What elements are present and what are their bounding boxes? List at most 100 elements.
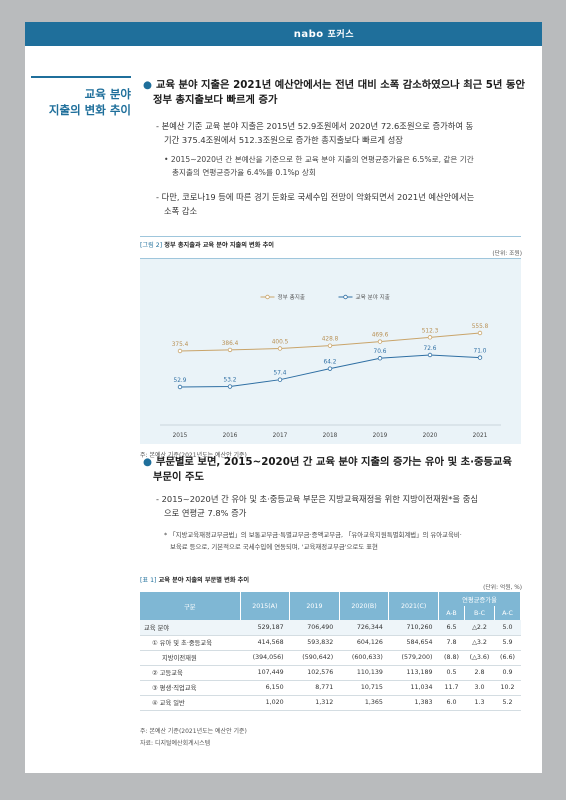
- table-subheader-bc: B-C: [464, 606, 495, 620]
- data-label-education: 57.4: [274, 371, 287, 377]
- table1-note: 주: 본예산 기준(2021년도는 예산안 기준): [140, 728, 247, 735]
- data-label-education: 53.2: [224, 378, 237, 384]
- section2-footnote: * 「지방교육재정교부금법」의 보통교부금·특별교부금·증액교부금, 「유아교육…: [164, 529, 528, 553]
- x-tick-label: 2019: [373, 433, 388, 439]
- table-cell: 107,449: [240, 665, 290, 681]
- table-row: ④ 교육 일반 1,020 1,312 1,365 1,383 6.0 1.3 5.2: [140, 695, 521, 711]
- table1-caption: [표 1] 교육 분야 지출의 부문별 변화 추이: [140, 575, 249, 584]
- table-cell: △3.2: [464, 635, 495, 651]
- table-cell: ③ 평생·직업교육: [140, 680, 240, 696]
- table-cell: 113,189: [388, 665, 439, 681]
- table-cell: 706,490: [289, 620, 340, 636]
- data-label-education: 70.6: [374, 349, 387, 355]
- table-row: 교육 분야 529,187 706,490 726,344 710,260 6.5 △2.2…: [140, 620, 521, 636]
- table1-unit: (단위: 억원, %): [483, 585, 522, 591]
- logo-text: nabo: [293, 29, 324, 40]
- table-subheader-ac: A-C: [494, 606, 521, 620]
- figure2-unit: (단위: 조원): [492, 251, 522, 257]
- data-label-education: 52.9: [174, 378, 187, 384]
- data-label-total: 469.6: [372, 333, 389, 339]
- section2-heading-line1: 부문별로 보면, 2015~2020년 간 교육 분야 지출의 증가는 유아 및…: [156, 456, 512, 468]
- table-cell: 6.5: [438, 620, 465, 636]
- table-cell: 10,715: [339, 680, 389, 696]
- table-cell: 6.0: [438, 695, 465, 711]
- section2-p1-line1: - 2015~2020년 간 유아 및 초·중등교육 부문은 지방교육재정을 위…: [156, 494, 478, 504]
- table-cell: (579,200): [388, 650, 439, 666]
- table-cell: 1.3: [464, 695, 495, 711]
- x-tick-label: 2021: [473, 433, 488, 439]
- table-cell: 604,126: [339, 635, 389, 651]
- bullet-dot-icon: ●: [143, 456, 152, 468]
- data-point-education: [427, 352, 433, 358]
- section1-heading: ● 교육 분야 지출은 2021년 예산안에서는 전년 대비 소폭 감소하였으나 …: [143, 78, 527, 108]
- data-label-education: 71.0: [474, 349, 487, 355]
- table-cell: 593,832: [289, 635, 340, 651]
- table-header-growth: 연평균증가율: [438, 592, 521, 606]
- table-cell: 교육 분야: [140, 620, 240, 636]
- section1-p2-line2: 소폭 감소: [164, 206, 198, 216]
- data-point-total: [477, 330, 483, 336]
- data-label-total: 386.4: [222, 341, 239, 347]
- data-label-total: 375.4: [172, 342, 189, 348]
- table-cell: 10.2: [494, 680, 521, 696]
- table-cell: 414,568: [240, 635, 290, 651]
- data-table: 구분 2015(A) 2019 2020(B) 2021(C) 연평균증가율 A…: [140, 592, 521, 711]
- table-cell: 2.8: [464, 665, 495, 681]
- data-point-total: [177, 348, 183, 354]
- table-header-2015: 2015(A): [240, 592, 291, 620]
- figure2-title: 정부 총지출과 교육 분야 지출의 변화 추이: [164, 242, 274, 249]
- section2-paragraph1: - 2015~2020년 간 유아 및 초·중등교육 부문은 지방교육재정을 위…: [156, 492, 528, 520]
- table-row: ① 유아 및 초·중등교육 414,568 593,832 604,126 584,65…: [140, 635, 521, 651]
- table-row: ② 고등교육 107,449 102,576 110,139 113,189 0.5 2.8…: [140, 665, 521, 681]
- section2-heading-line2: 부문이 주도: [153, 471, 204, 483]
- table-cell: (8.8): [438, 650, 465, 666]
- figure2-note: 주: 본예산 기준(2021년도는 예산안 기준): [140, 452, 247, 459]
- header-tag: 포커스: [327, 30, 354, 40]
- section1-sub-line2: 총지출의 연평균증가율 6.4%를 0.1%p 상회: [172, 168, 316, 177]
- data-label-total: 555.8: [472, 324, 489, 330]
- table-cell: 726,344: [339, 620, 389, 636]
- section-title: 교육 분야 지출의 변화 추이: [31, 86, 131, 118]
- data-label-total: 400.5: [272, 339, 289, 345]
- chart-svg: 정부 총지출 교육 분야 지출 375.4 386.4 400.5 428.8 469.6 5…: [160, 293, 501, 439]
- data-label-total: 428.8: [322, 337, 339, 343]
- data-label-education: 64.2: [324, 360, 337, 366]
- section1-subpoint: • 2015~2020년 간 본예산을 기준으로 한 교육 분야 지출의 연평균…: [164, 153, 528, 179]
- data-point-total: [377, 339, 383, 344]
- section1-p2-line1: - 다만, 코로나19 등에 따른 경기 둔화로 국세수입 전망이 악화되면서 …: [156, 192, 475, 202]
- table-cell: (394,056): [240, 650, 290, 666]
- table1-title: 교육 분야 지출의 부문별 변화 추이: [158, 577, 250, 584]
- logo: nabo 포커스: [294, 27, 354, 40]
- table-cell: 1,312: [289, 695, 340, 711]
- table-header-category: 구분: [140, 592, 241, 620]
- data-label-education: 72.6: [424, 346, 437, 352]
- legend-marker-education: [343, 294, 348, 300]
- table-cell: 1,383: [388, 695, 439, 711]
- data-point-education: [377, 356, 383, 361]
- x-tick-label: 2020: [423, 433, 438, 439]
- section1-paragraph1: - 본예산 기준 교육 분야 지출은 2015년 52.9조원에서 2020년 …: [156, 119, 528, 147]
- table-header-2019: 2019: [289, 592, 340, 620]
- table1-label: [표 1]: [140, 577, 157, 584]
- header-bar: nabo 포커스: [25, 22, 542, 46]
- table-cell: 102,576: [289, 665, 340, 681]
- legend-marker-total: [265, 294, 270, 300]
- section1-sub-line1: • 2015~2020년 간 본예산을 기준으로 한 교육 분야 지출의 연평균…: [164, 155, 474, 164]
- section2-heading: ● 부문별로 보면, 2015~2020년 간 교육 분야 지출의 증가는 유아 …: [143, 455, 527, 485]
- table-cell: △2.2: [464, 620, 495, 636]
- document-page: nabo 포커스 교육 분야 지출의 변화 추이 ● 교육 분야 지출은 2021년…: [25, 22, 542, 773]
- table1-source: 자료: 디지털예산회계시스템: [140, 740, 211, 747]
- table-body: 교육 분야 529,187 706,490 726,344 710,260 6.5 △2.2…: [140, 620, 521, 711]
- figure2-label: [그림 2]: [140, 242, 163, 249]
- section1-p1-line1: - 본예산 기준 교육 분야 지출은 2015년 52.9조원에서 2020년 …: [156, 121, 474, 131]
- table-cell: 5.2: [494, 695, 521, 711]
- table-cell: 110,139: [339, 665, 389, 681]
- table-cell: 710,260: [388, 620, 439, 636]
- table-cell: (590,642): [289, 650, 340, 666]
- table-header-2021: 2021(C): [388, 592, 439, 620]
- table-cell: 7.8: [438, 635, 465, 651]
- table-cell: (6.6): [494, 650, 521, 666]
- bullet-dot-icon: ●: [143, 79, 152, 91]
- table-cell: 1,365: [339, 695, 389, 711]
- data-point-education: [177, 384, 183, 390]
